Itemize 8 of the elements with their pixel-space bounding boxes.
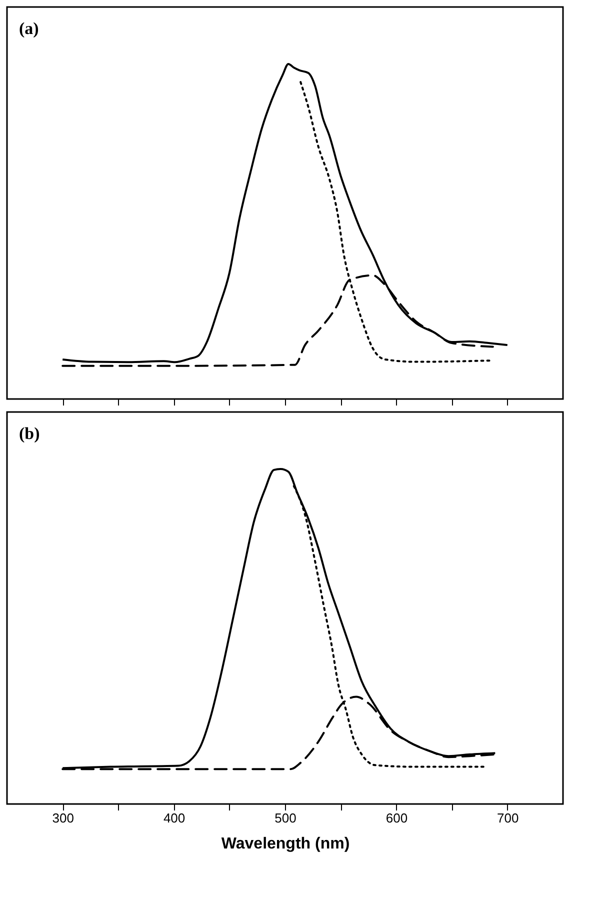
x-tick-label: 300 bbox=[52, 810, 74, 826]
x-tick-label: 700 bbox=[497, 810, 519, 826]
text: (a) bbox=[19, 19, 39, 38]
text: (b) bbox=[19, 424, 40, 443]
x-tick-label: 500 bbox=[274, 810, 296, 826]
x-axis-title: Wavelength (nm) bbox=[221, 836, 350, 852]
x-tick-label: 400 bbox=[163, 810, 186, 826]
x-tick-label: 600 bbox=[386, 810, 408, 826]
